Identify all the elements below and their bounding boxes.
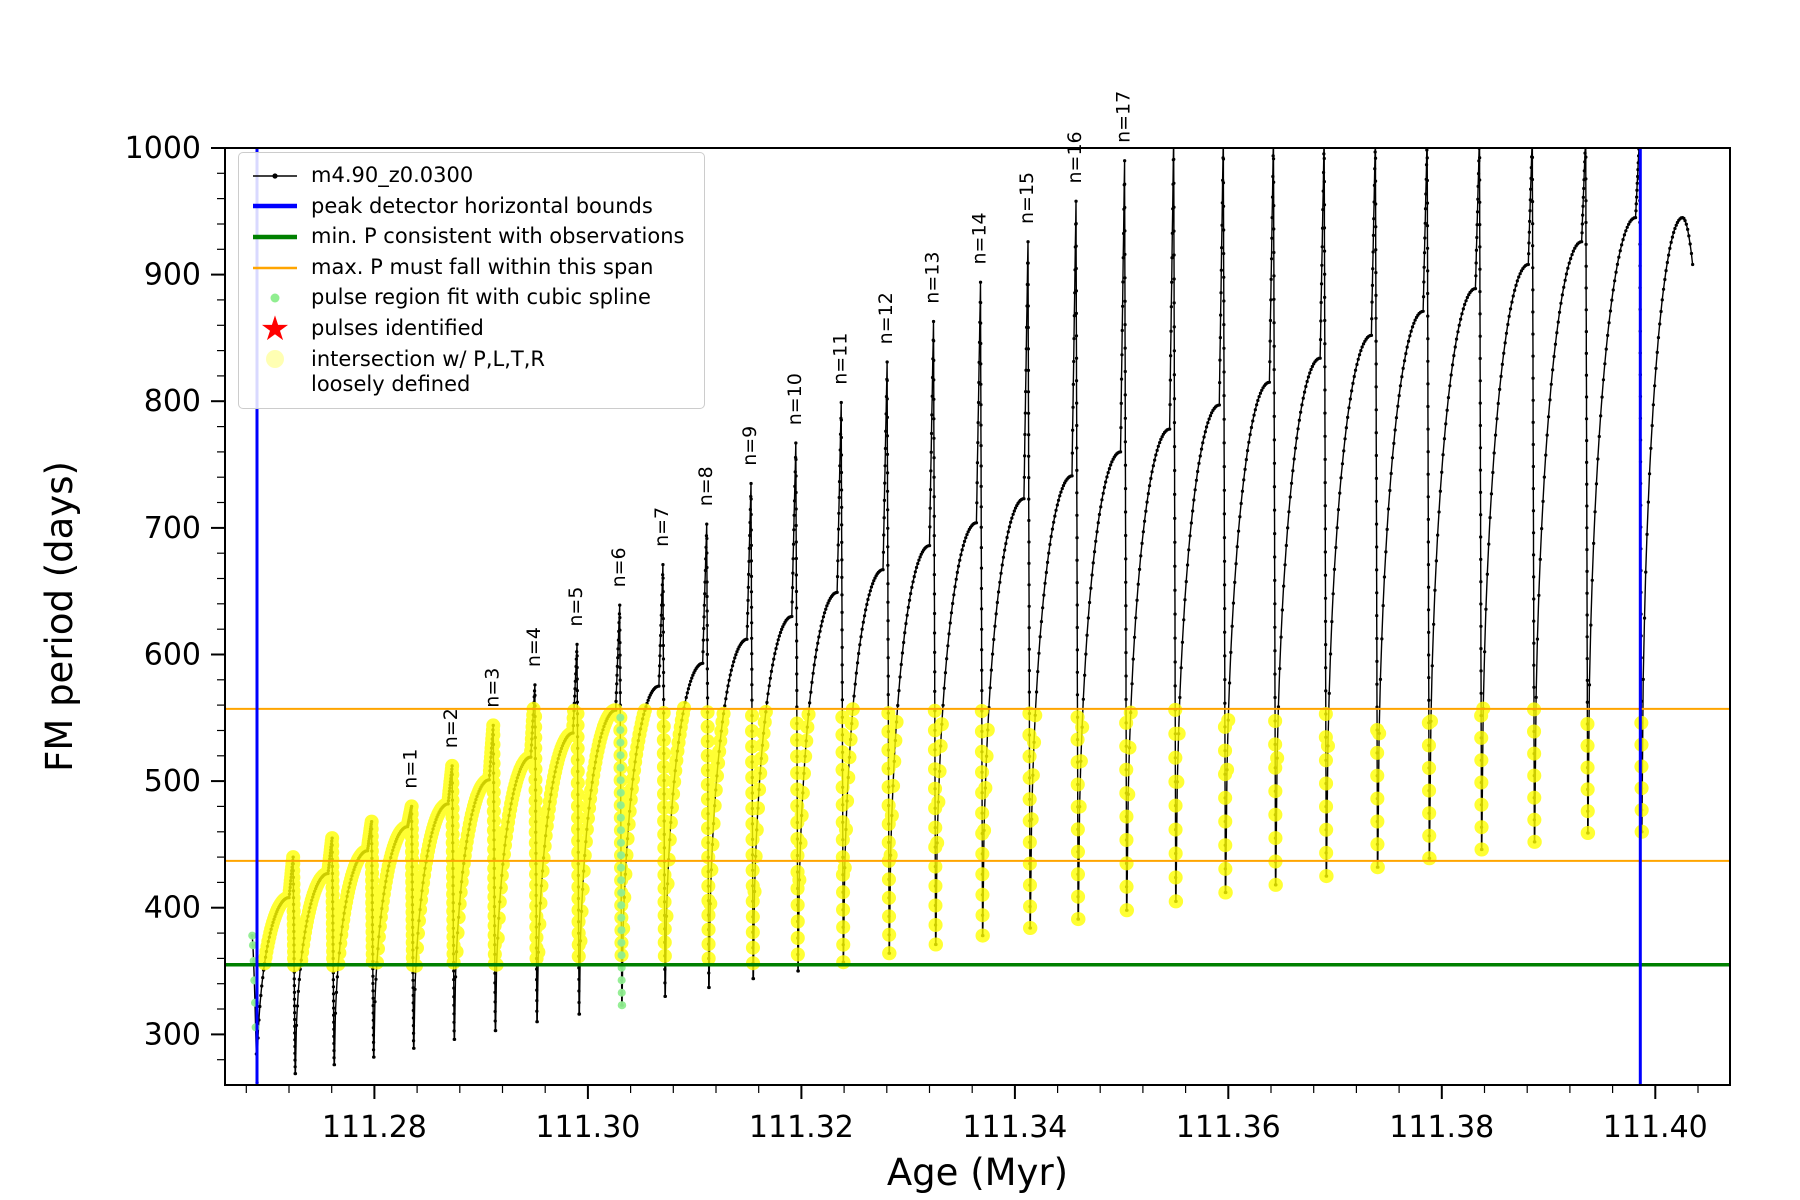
- legend-label: peak detector horizontal bounds: [311, 193, 653, 218]
- svg-text:111.28: 111.28: [322, 1110, 427, 1145]
- svg-text:n=10: n=10: [784, 373, 806, 425]
- legend-item-spline-fit: pulse region fit with cubic spline: [251, 285, 684, 311]
- legend-label: pulses identified: [311, 316, 484, 341]
- legend-label: m4.90_z0.0300: [311, 163, 474, 187]
- svg-text:700: 700: [144, 511, 201, 546]
- legend-item-min-p: min. P consistent with observations: [251, 224, 684, 250]
- legend-item-intersection: intersection w/ P,L,T,R loosely defined: [251, 347, 684, 398]
- svg-text:111.34: 111.34: [962, 1110, 1067, 1145]
- svg-text:n=9: n=9: [739, 426, 761, 466]
- svg-text:n=17: n=17: [1113, 91, 1135, 143]
- svg-text:500: 500: [144, 764, 201, 799]
- svg-text:900: 900: [144, 258, 201, 293]
- svg-text:n=6: n=6: [608, 547, 630, 587]
- svg-text:n=3: n=3: [481, 668, 503, 708]
- legend-label: pulse region fit with cubic spline: [311, 285, 651, 310]
- legend-item-series: m4.90_z0.0300: [251, 163, 684, 189]
- legend-item-max-p-span: max. P must fall within this span: [251, 255, 684, 281]
- red-star-marker: ★: [259, 308, 291, 349]
- legend-label: min. P consistent with observations: [311, 224, 685, 249]
- svg-text:400: 400: [144, 891, 201, 926]
- svg-text:111.38: 111.38: [1389, 1110, 1494, 1145]
- threshold-hlines: [225, 707, 1730, 967]
- svg-text:111.30: 111.30: [535, 1110, 640, 1145]
- legend-label: max. P must fall within this span: [311, 254, 654, 279]
- blue-line-marker: [251, 195, 299, 217]
- svg-text:1000: 1000: [125, 131, 201, 166]
- intersection-overlay: [257, 701, 1649, 973]
- axes: 111.28 111.30 111.32 111.34 111.36 111.38 111.…: [38, 131, 1731, 1194]
- legend-label: intersection w/ P,L,T,R loosely defined: [311, 346, 545, 397]
- svg-text:n=11: n=11: [829, 333, 851, 385]
- spline-fit-points: [248, 713, 627, 1032]
- svg-text:n=16: n=16: [1064, 131, 1086, 183]
- legend-item-pulses-identified: ★ pulses identified: [251, 308, 684, 349]
- svg-text:n=15: n=15: [1016, 172, 1038, 224]
- svg-text:111.32: 111.32: [749, 1110, 854, 1145]
- svg-text:111.36: 111.36: [1176, 1110, 1281, 1145]
- orange-line-marker: [251, 257, 299, 279]
- x-axis-label: Age (Myr): [887, 1151, 1068, 1194]
- svg-text:600: 600: [144, 638, 201, 673]
- legend: m4.90_z0.0300 peak detector horizontal b…: [238, 152, 706, 409]
- svg-text:111.40: 111.40: [1603, 1110, 1708, 1145]
- svg-text:n=2: n=2: [440, 708, 462, 748]
- svg-text:n=12: n=12: [875, 292, 897, 344]
- pale-yellow-dot-marker: [251, 348, 299, 370]
- svg-text:n=1: n=1: [400, 749, 422, 789]
- svg-text:300: 300: [144, 1017, 201, 1052]
- svg-text:n=14: n=14: [969, 212, 991, 264]
- svg-text:n=4: n=4: [523, 627, 545, 667]
- pulse-number-annotations: n=1 n=2 n=3 n=4 n=5 n=6 n=7 n=8 n=9 n=10 n=11 n=12 n…: [400, 91, 1135, 789]
- svg-text:n=8: n=8: [695, 466, 717, 506]
- y-axis-label: FM period (days): [38, 461, 81, 772]
- plot-data: [225, 148, 1730, 1085]
- legend-item-peak-bounds: peak detector horizontal bounds: [251, 194, 684, 220]
- green-line-marker: [251, 226, 299, 248]
- svg-text:n=7: n=7: [651, 507, 673, 547]
- green-dot-marker: [251, 287, 299, 309]
- svg-text:n=5: n=5: [565, 587, 587, 627]
- series-line-dot-marker: [251, 165, 299, 187]
- svg-text:n=13: n=13: [922, 252, 944, 304]
- axes-frame: [224, 147, 1731, 1086]
- svg-text:800: 800: [144, 384, 201, 419]
